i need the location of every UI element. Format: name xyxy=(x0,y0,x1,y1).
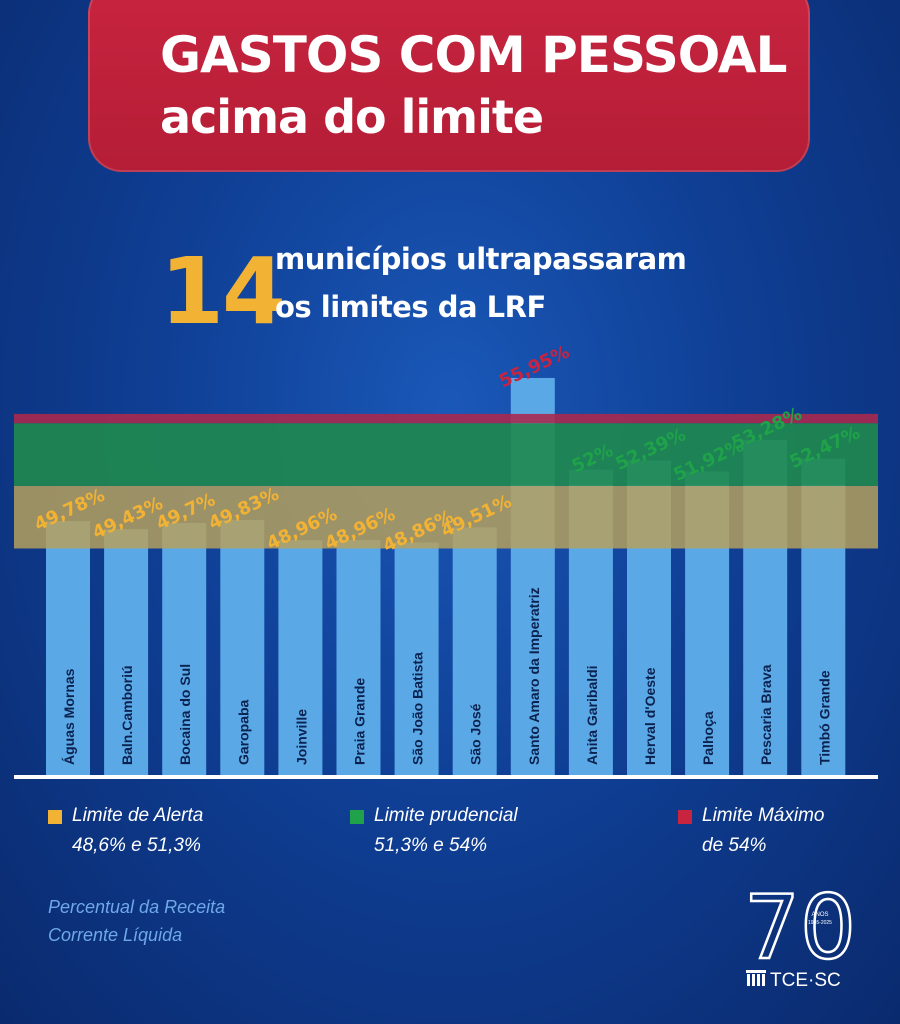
legend-label-maximo: Limite Máximo xyxy=(702,805,825,826)
category-label-12: Pescaria Brava xyxy=(758,664,774,765)
category-label-2: Bocaina do Sul xyxy=(177,664,193,765)
title-banner xyxy=(88,0,810,172)
category-label-0: Águas Mornas xyxy=(61,668,77,765)
page-title-line1: GASTOS COM PESSOAL xyxy=(160,26,787,84)
legend-label-alerta: Limite de Alerta xyxy=(72,805,204,826)
x-axis-line xyxy=(14,775,878,779)
logo-columns-top xyxy=(746,970,766,973)
bar-5 xyxy=(336,540,381,775)
category-label-6: São João Batista xyxy=(410,652,426,765)
category-label-7: São José xyxy=(468,703,484,765)
logo-anos-text: ANOS xyxy=(811,912,828,918)
footnote-line1: Percentual da Receita xyxy=(48,897,226,917)
bar-4 xyxy=(278,540,323,775)
band-0 xyxy=(14,485,878,549)
bar-chart: 49,78%49,43%49,7%49,83%48,96%48,96%48,86… xyxy=(14,341,878,779)
tce-sc-70-anos-logo: 70 ANOS 1955-2025 TCE·SC xyxy=(743,880,857,990)
legend-range-maximo: de 54% xyxy=(702,835,767,856)
legend-label-prudencial: Limite prudencial xyxy=(374,805,518,826)
headline-number: 14 xyxy=(160,238,286,345)
bar-2 xyxy=(162,522,207,775)
headline-text-line2: os limites da LRF xyxy=(275,290,546,324)
category-label-11: Palhoça xyxy=(700,711,716,765)
category-label-8: Santo Amaro da Imperatriz xyxy=(526,587,542,765)
category-label-9: Anita Garibaldi xyxy=(584,665,600,765)
category-label-10: Herval d'Oeste xyxy=(642,667,658,765)
legend-swatch-alerta xyxy=(48,810,62,824)
logo-column-1 xyxy=(747,974,750,986)
legend-swatch-prudencial xyxy=(350,810,364,824)
logo-column-4 xyxy=(762,974,765,986)
bar-7 xyxy=(452,527,497,775)
band-2 xyxy=(14,413,878,424)
logo-number: 70 xyxy=(744,880,856,979)
logo-column-2 xyxy=(752,974,755,986)
category-label-13: Timbó Grande xyxy=(816,670,832,765)
band-1 xyxy=(14,423,878,486)
legend-swatch-maximo xyxy=(678,810,692,824)
bar-1 xyxy=(104,529,149,775)
headline-text-line1: municípios ultrapassaram xyxy=(275,242,687,276)
legend-range-alerta: 48,6% e 51,3% xyxy=(72,835,201,856)
logo-years-text: 1955-2025 xyxy=(808,920,832,926)
category-label-1: Baln.Camboriú xyxy=(119,665,135,765)
bar-3 xyxy=(220,519,265,775)
category-label-3: Garopaba xyxy=(235,699,251,765)
logo-column-3 xyxy=(757,974,760,986)
bar-6 xyxy=(394,542,439,775)
footnote-line2: Corrente Líquida xyxy=(48,925,183,945)
logo-org-text: TCE·SC xyxy=(770,970,841,990)
page-title-line2: acima do limite xyxy=(160,90,544,144)
category-label-4: Joinville xyxy=(293,709,309,765)
legend-range-prudencial: 51,3% e 54% xyxy=(374,835,488,856)
bar-0 xyxy=(46,521,90,775)
category-label-5: Praia Grande xyxy=(352,678,368,765)
